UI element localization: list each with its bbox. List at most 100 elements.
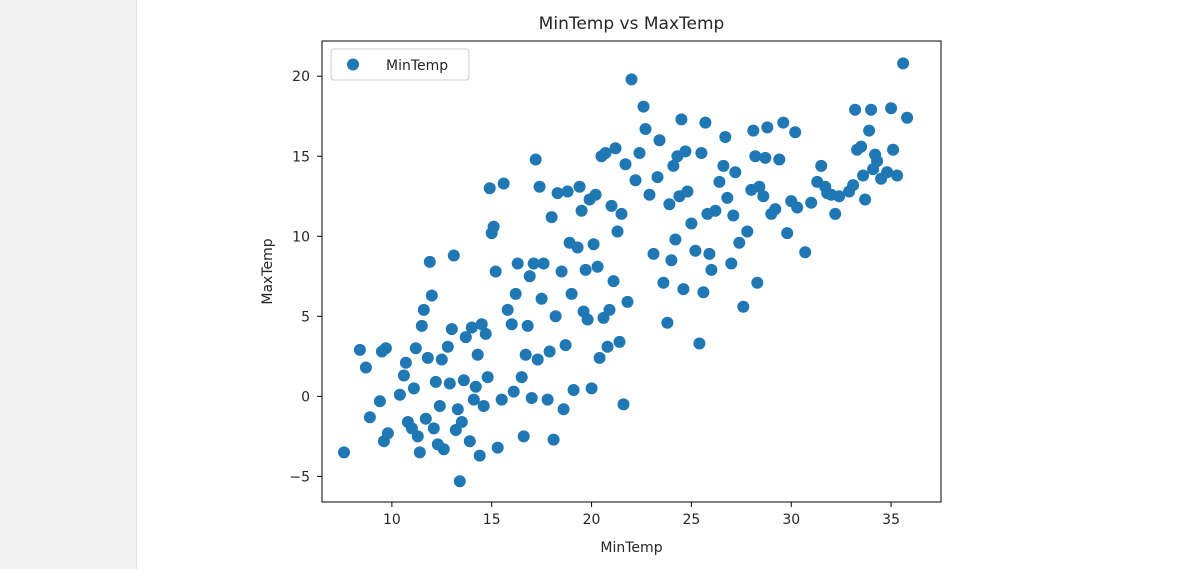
data-point	[381, 427, 394, 440]
data-point	[481, 371, 494, 384]
data-point	[429, 375, 442, 388]
data-point	[737, 300, 750, 313]
data-point	[413, 446, 426, 459]
data-point	[651, 171, 664, 184]
data-point	[575, 204, 588, 217]
data-point	[567, 384, 580, 396]
x-tick-label: 15	[483, 512, 501, 528]
data-point	[425, 289, 438, 302]
data-point	[725, 257, 738, 270]
data-point	[603, 303, 616, 316]
chart-title: MinTemp vs MaxTemp	[539, 14, 725, 34]
data-point	[901, 111, 914, 124]
data-point	[459, 331, 472, 344]
x-tick-label: 35	[882, 512, 900, 528]
data-point	[611, 225, 624, 238]
data-point	[621, 295, 634, 308]
data-point	[471, 348, 484, 361]
data-point	[713, 175, 726, 188]
data-point	[407, 382, 420, 395]
data-point	[643, 188, 656, 201]
data-point	[799, 246, 812, 259]
x-tick-label: 30	[782, 512, 800, 528]
data-point	[733, 236, 746, 249]
data-point	[769, 203, 782, 216]
data-point	[393, 388, 406, 401]
data-point	[537, 257, 550, 270]
data-point	[477, 400, 490, 412]
data-point	[885, 102, 898, 115]
data-point	[511, 257, 524, 270]
data-point	[709, 204, 722, 217]
data-point	[573, 180, 586, 193]
data-point	[585, 382, 598, 395]
plot-area: MinTemp vs MaxTemp 10 15 20 25 30 35 −5 0 5 10 15…	[137, 0, 1196, 569]
data-point	[637, 100, 650, 113]
data-point	[551, 187, 564, 200]
data-point	[773, 153, 786, 166]
data-point	[663, 198, 676, 211]
data-point	[501, 303, 514, 316]
data-point	[409, 342, 422, 355]
y-tick-label: 15	[292, 149, 310, 165]
data-point	[359, 361, 372, 374]
data-point	[661, 316, 674, 329]
legend-marker	[347, 58, 359, 71]
data-point	[699, 116, 712, 129]
data-point	[613, 335, 626, 348]
data-point	[489, 265, 502, 278]
data-point	[593, 351, 606, 364]
data-point	[338, 446, 350, 459]
data-point	[519, 348, 532, 361]
data-point	[849, 103, 862, 116]
data-point	[447, 249, 460, 262]
data-point	[669, 233, 682, 246]
data-point	[373, 395, 386, 408]
y-tick-label: 0	[301, 389, 310, 405]
y-tick-label: 5	[301, 309, 310, 325]
data-point	[703, 247, 716, 260]
data-point	[491, 441, 504, 454]
data-point	[533, 180, 546, 193]
data-point	[397, 369, 410, 382]
data-point	[571, 241, 584, 254]
data-point	[455, 416, 468, 428]
data-point	[615, 207, 628, 220]
data-point	[865, 103, 878, 116]
data-point	[667, 159, 680, 172]
axes-frame	[321, 40, 942, 503]
data-point	[859, 193, 872, 206]
data-point	[445, 323, 458, 336]
data-point	[629, 174, 642, 187]
x-ticks: 10 15 20 25 30 35	[383, 502, 900, 528]
data-point	[399, 356, 412, 369]
data-point	[379, 342, 392, 355]
data-point	[527, 257, 540, 270]
data-point	[353, 343, 366, 356]
data-point	[469, 380, 482, 393]
data-point	[697, 286, 710, 299]
data-point	[543, 345, 556, 358]
data-point	[591, 260, 604, 273]
data-point	[579, 263, 592, 276]
data-point	[695, 147, 708, 159]
x-tick-label: 20	[583, 512, 601, 528]
data-point	[721, 191, 734, 204]
data-point	[599, 147, 612, 159]
data-point	[525, 392, 538, 404]
data-point	[515, 371, 528, 384]
data-point	[441, 340, 454, 353]
data-point	[587, 238, 600, 251]
data-point	[729, 166, 742, 179]
data-point	[675, 113, 688, 126]
data-point	[505, 318, 518, 331]
data-point	[869, 148, 882, 161]
data-point	[443, 377, 456, 390]
data-point	[753, 180, 766, 193]
data-point	[761, 121, 774, 134]
data-point	[521, 319, 534, 332]
data-point	[467, 393, 480, 406]
data-point	[829, 207, 842, 220]
data-point	[509, 287, 522, 300]
data-point	[421, 351, 434, 364]
